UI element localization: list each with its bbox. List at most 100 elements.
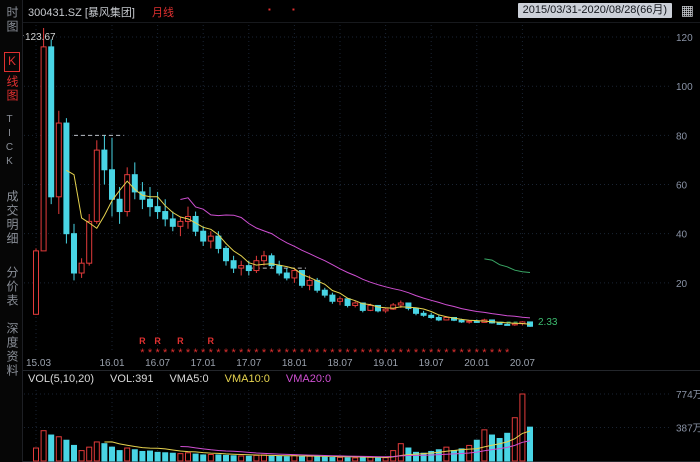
ex-rights-marker: * <box>467 347 472 359</box>
ex-rights-marker: * <box>163 347 168 359</box>
ex-rights-marker: * <box>399 347 404 359</box>
ex-rights-marker: * <box>338 347 343 359</box>
time-axis-label: 20.07 <box>510 358 535 369</box>
ex-rights-marker: * <box>368 347 373 359</box>
price-axis-label: 100 <box>676 82 693 93</box>
ex-rights-marker: * <box>406 347 411 359</box>
volume-axis-label: 774万 <box>676 390 700 401</box>
ex-rights-marker: * <box>209 347 214 359</box>
r-marker: R <box>154 336 161 346</box>
candles <box>33 28 533 327</box>
ex-rights-marker: * <box>300 347 305 359</box>
ex-rights-marker: * <box>285 347 290 359</box>
event-flag-icon: ▪ <box>292 5 295 14</box>
ex-rights-marker: * <box>193 347 198 359</box>
ex-rights-marker: * <box>421 347 426 359</box>
ex-rights-marker: * <box>414 347 419 359</box>
ex-rights-marker: * <box>330 347 335 359</box>
ex-rights-marker: * <box>376 347 381 359</box>
ex-rights-marker: * <box>497 347 502 359</box>
vma10-value: VMA10:0 <box>224 373 270 385</box>
vol-value: VOL:391 <box>110 373 154 385</box>
ex-rights-marker: * <box>216 347 221 359</box>
topbar: 300431.SZ [暴风集团] 月线 ▪ ▪ 2015/03/31-2020/… <box>22 0 700 23</box>
ex-rights-marker: * <box>239 347 244 359</box>
ma-lines <box>66 169 531 325</box>
price-ma20-line <box>180 197 531 319</box>
ex-rights-marker: * <box>353 347 358 359</box>
price-axis-label: 80 <box>676 131 688 142</box>
last-price-label: 2.33 <box>538 317 558 328</box>
period-label[interactable]: 月线 <box>152 7 174 19</box>
event-flag-icon: ▪ <box>268 5 271 14</box>
ex-rights-marker: * <box>482 347 487 359</box>
ex-rights-marker: * <box>186 347 191 359</box>
sidebar-tab-time-chart[interactable]: 时图 <box>5 6 19 34</box>
time-axis-label: 17.07 <box>236 358 261 369</box>
annotation-lines <box>74 134 534 323</box>
price-ma60-line <box>484 258 531 273</box>
vol-settings-label: VOL(5,10,20) <box>28 373 95 385</box>
ex-rights-marker: * <box>269 347 274 359</box>
sidebar-tab-trade-detail[interactable]: 成交明细 <box>5 190 19 246</box>
kline-tab-k: K <box>4 52 20 72</box>
sidebar-tab-price-table[interactable]: 分价表 <box>5 266 19 308</box>
ex-rights-marker: * <box>140 347 145 359</box>
ex-rights-marker: * <box>178 347 183 359</box>
ex-rights-marker: * <box>444 347 449 359</box>
symbol-title: 300431.SZ [暴风集团] <box>28 7 135 19</box>
sidebar-tab-kline[interactable]: K 线图 <box>4 52 21 103</box>
r-marker: R <box>177 336 184 346</box>
time-axis-label: 19.01 <box>373 358 398 369</box>
vma20-value: VMA20:0 <box>285 373 332 385</box>
ex-rights-marker: * <box>224 347 229 359</box>
time-axis-label: 20.01 <box>464 358 489 369</box>
ex-rights-marker: * <box>254 347 259 359</box>
time-axis-label: 18.01 <box>282 358 307 369</box>
price-axis-label: 60 <box>676 181 688 192</box>
time-axis-label: 16.01 <box>99 358 124 369</box>
ex-rights-marker: * <box>262 347 267 359</box>
sidebar: 时图 K 线图 TICK 成交明细 分价表 深度资料 <box>0 0 23 462</box>
ex-rights-marker: * <box>391 347 396 359</box>
ex-rights-marker: * <box>247 347 252 359</box>
r-marker: R <box>208 336 215 346</box>
price-axis-label: 20 <box>676 279 688 290</box>
time-axis-label: 19.07 <box>419 358 444 369</box>
ex-rights-marker: * <box>323 347 328 359</box>
ex-rights-marker: * <box>292 347 297 359</box>
time-axis-label: 16.07 <box>145 358 170 369</box>
price-axis-label: 40 <box>676 230 688 241</box>
sidebar-tab-depth-info[interactable]: 深度资料 <box>5 322 19 378</box>
volume-vma20-line <box>180 440 531 458</box>
ex-rights-marker: * <box>277 347 282 359</box>
ex-rights-marker: * <box>345 347 350 359</box>
ex-rights-marker: * <box>475 347 480 359</box>
ex-rights-marker: * <box>315 347 320 359</box>
vma5-value: VMA5:0 <box>169 373 209 385</box>
ex-rights-marker: * <box>490 347 495 359</box>
date-range[interactable]: 2015/03/31-2020/08/28(66月) <box>517 3 672 18</box>
ex-rights-marker: * <box>148 347 153 359</box>
price-ma5-line <box>66 169 531 325</box>
volume-axis-label: 387万 <box>676 424 700 435</box>
r-marker: R <box>139 336 146 346</box>
sidebar-tab-tick[interactable]: TICK <box>4 114 15 170</box>
ex-rights-marker: * <box>231 347 236 359</box>
ex-rights-markers: R R R R* * * * * * * * * * * * * * * * * * * * * * * * * * * * * * * * * * * *… <box>139 336 510 359</box>
high-price-label: ↑123.67 <box>20 32 56 43</box>
ex-rights-marker: * <box>459 347 464 359</box>
volume-vma10-line <box>104 430 531 459</box>
time-axis-label: 15.03 <box>26 358 51 369</box>
volume-ma-lines <box>104 430 531 459</box>
axis-labels: 120 100 80 60 40 20 15.03 16.01 16.07 17.01 17.07 1… <box>20 32 700 435</box>
grid-lines <box>24 25 672 461</box>
ex-rights-marker: * <box>429 347 434 359</box>
ex-rights-marker: * <box>452 347 457 359</box>
ex-rights-marker: * <box>383 347 388 359</box>
calendar-icon[interactable]: ▦ <box>680 2 694 18</box>
time-axis-label: 17.01 <box>191 358 216 369</box>
ex-rights-marker: * <box>155 347 160 359</box>
